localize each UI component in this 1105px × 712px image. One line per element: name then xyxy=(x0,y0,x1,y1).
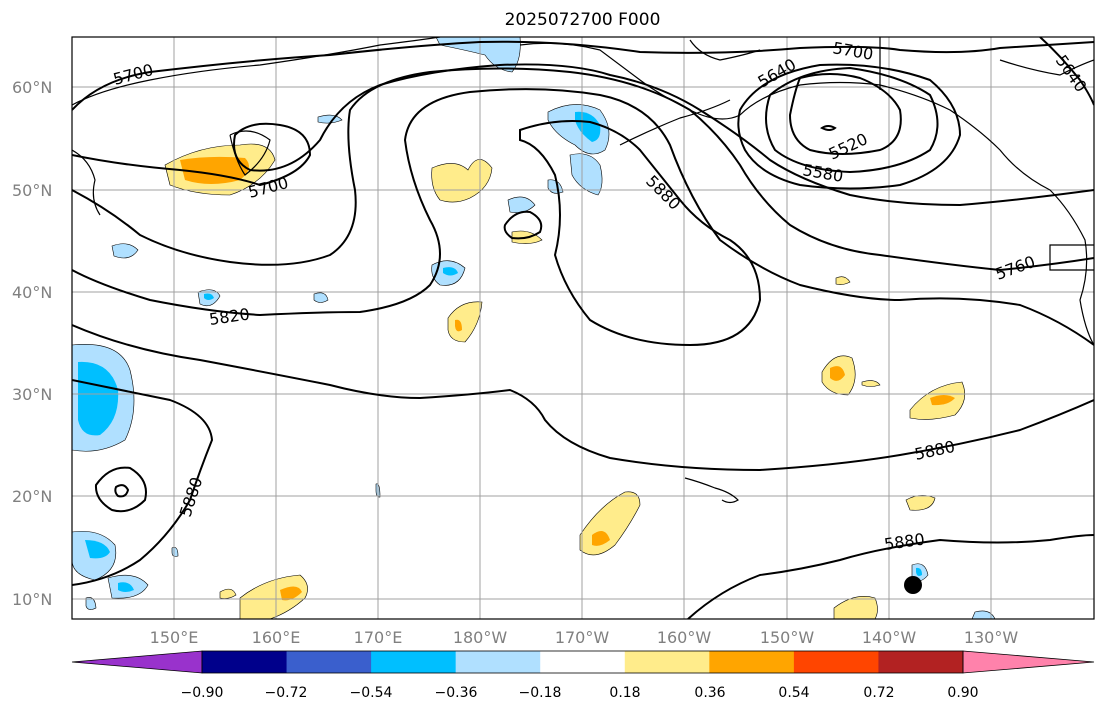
lon-tick: 140°W xyxy=(862,628,917,647)
location-marker xyxy=(904,576,922,594)
colorbar-segment xyxy=(455,651,541,673)
lon-tick: 170°E xyxy=(354,628,403,647)
colorbar-tick: −0.72 xyxy=(265,685,308,701)
lon-tick: 130°W xyxy=(964,628,1019,647)
lat-tick-labels: 60°N 50°N 40°N 30°N 20°N 10°N xyxy=(12,78,52,609)
lon-tick: 160°E xyxy=(252,628,301,647)
colorbar xyxy=(71,650,1095,674)
contour-label: 5880 xyxy=(176,475,207,520)
colorbar-segment xyxy=(286,651,372,673)
colorbar-extend-max xyxy=(962,650,1095,674)
colorbar-segment xyxy=(202,651,288,673)
colorbar-tick: −0.18 xyxy=(519,685,562,701)
map-area: 5700 5700 5700 5640 5520 5580 5880 5820 … xyxy=(72,37,1094,619)
contour-label: 5640 xyxy=(755,55,800,92)
lat-tick: 50°N xyxy=(12,181,52,200)
colorbar-tick: 0.90 xyxy=(947,685,978,701)
lat-tick: 40°N xyxy=(12,283,52,302)
lon-tick: 150°E xyxy=(150,628,199,647)
lat-tick: 10°N xyxy=(12,590,52,609)
colorbar-tick: −0.90 xyxy=(181,685,224,701)
colorbar-tick: 0.54 xyxy=(778,685,809,701)
lat-tick: 20°N xyxy=(12,487,52,506)
lon-tick: 160°W xyxy=(657,628,712,647)
colorbar-tick: 0.36 xyxy=(694,685,725,701)
lon-tick-labels: 150°E 160°E 170°E 180°W 170°W 160°W 150°… xyxy=(150,628,1019,647)
colorbar-segment xyxy=(709,651,795,673)
contour-label: 5700 xyxy=(111,60,155,89)
colorbar-segment xyxy=(371,651,457,673)
shaded-anomalies xyxy=(72,37,996,619)
colorbar-tick: 0.72 xyxy=(863,685,894,701)
colorbar-outline xyxy=(201,650,964,674)
contour-label: 5700 xyxy=(831,38,874,64)
lon-tick: 150°W xyxy=(760,628,815,647)
contour-label: 5580 xyxy=(801,160,844,186)
contour-label: 5820 xyxy=(208,304,251,328)
contour-label: 5880 xyxy=(913,437,957,464)
contour-label: 5880 xyxy=(642,171,684,213)
colorbar-segment xyxy=(540,651,626,673)
colorbar-tick: 0.18 xyxy=(609,685,640,701)
height-contours xyxy=(72,37,1094,619)
lon-tick: 180°W xyxy=(453,628,508,647)
colorbar-tick: −0.36 xyxy=(435,685,478,701)
coastlines xyxy=(72,37,1094,504)
grid-lines xyxy=(72,37,1094,619)
lat-tick: 30°N xyxy=(12,385,52,404)
lat-tick: 60°N xyxy=(12,78,52,97)
contour-label: 5520 xyxy=(826,129,871,163)
colorbar-labels: −0.90 −0.72 −0.54 −0.36 −0.18 0.18 0.36 … xyxy=(181,685,979,701)
colorbar-extend-min xyxy=(71,650,203,674)
colorbar-segment xyxy=(878,651,964,673)
colorbar-tick: −0.54 xyxy=(350,685,393,701)
colorbar-segment xyxy=(624,651,710,673)
colorbar-segment xyxy=(793,651,879,673)
lon-tick: 170°W xyxy=(555,628,610,647)
map-frame xyxy=(71,36,1095,620)
map-title: 2025072700 F000 xyxy=(504,10,661,30)
contour-label: 5760 xyxy=(993,252,1038,284)
